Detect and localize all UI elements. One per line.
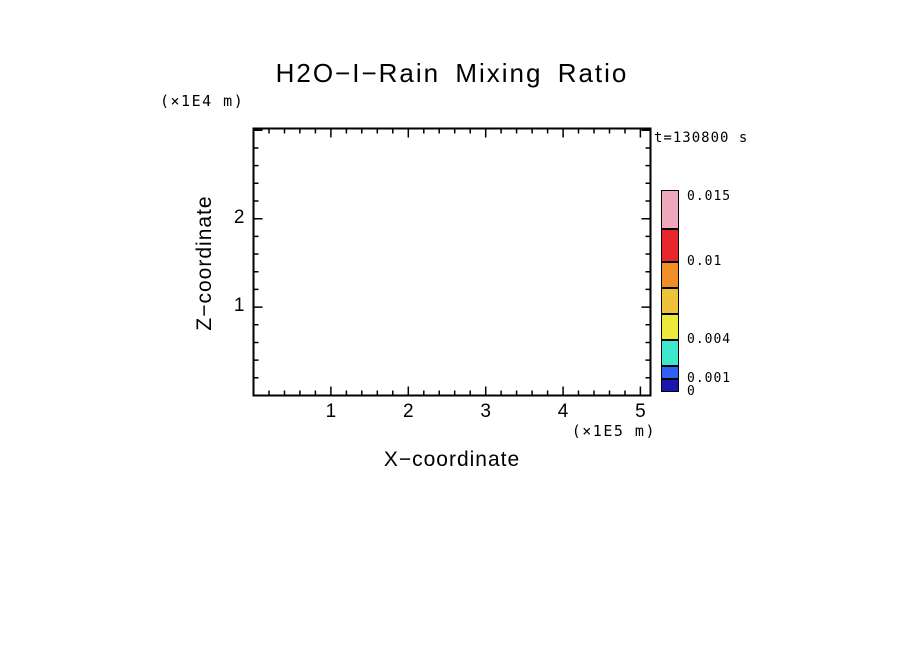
colorbar-segment	[661, 229, 679, 262]
colorbar-segment	[661, 261, 679, 288]
colorbar-tick-label: 0.004	[687, 331, 732, 347]
colorbar-segment	[661, 339, 679, 367]
colorbar-segment	[661, 190, 679, 230]
x-tick-label: 5	[635, 400, 646, 422]
x-tick-label: 3	[480, 400, 491, 422]
axis-ticks	[253, 128, 651, 396]
time-annotation: t=130800 s	[654, 130, 749, 146]
z-tick-label: 2	[233, 206, 245, 228]
colorbar-segment	[661, 287, 679, 314]
x-tick-label: 1	[325, 400, 337, 422]
x-axis-units: (×1E5 m)	[571, 422, 656, 440]
z-axis-units: (×1E4 m)	[160, 92, 245, 110]
colorbar-tick-label: 0.01	[687, 253, 723, 269]
chart-title: H2O−I−Rain Mixing Ratio	[275, 58, 629, 88]
colorbar-tick-label: 0.001	[687, 370, 732, 386]
z-axis-label: Z−coordinate	[193, 195, 216, 331]
colorbar-tick-label: 0	[687, 384, 696, 399]
x-axis-label: X−coordinate	[383, 448, 521, 471]
x-tick-label: 2	[402, 400, 414, 422]
plot-area	[252, 127, 652, 397]
colorbar-segment	[661, 379, 679, 393]
z-tick-label: 1	[233, 295, 245, 317]
x-tick-label: 4	[557, 400, 569, 422]
colorbar-tick-label: 0.015	[687, 188, 732, 204]
colorbar	[661, 190, 679, 393]
colorbar-segment	[661, 313, 679, 340]
colorbar-segment	[661, 366, 679, 380]
